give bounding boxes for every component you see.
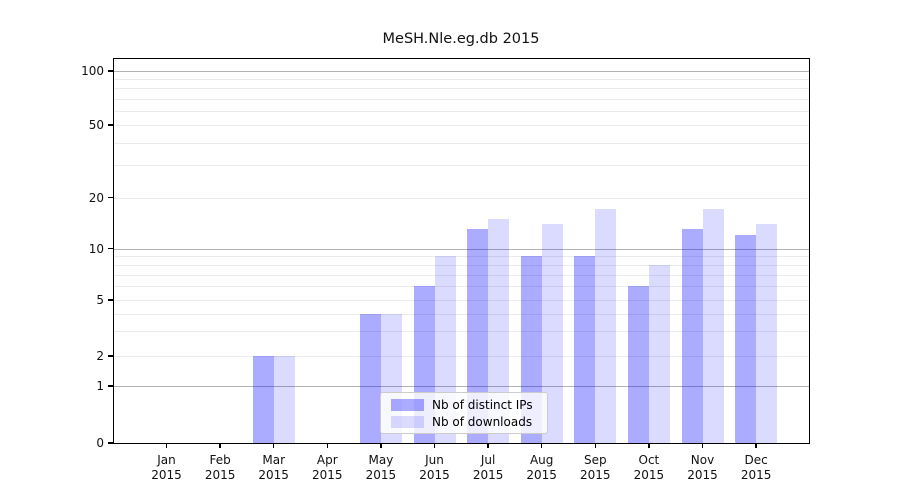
minor-gridline-70	[113, 98, 809, 100]
y-tick-100	[107, 70, 113, 72]
minor-gridline-40	[113, 142, 809, 144]
legend-swatch-distinct-ips	[391, 398, 424, 411]
bar-distinct-ips-may	[359, 313, 381, 443]
legend-label-downloads: Nb of downloads	[432, 414, 533, 429]
minor-gridline-7	[113, 275, 809, 276]
minor-gridline-4	[113, 313, 809, 315]
x-tick-label-jun: Jun 2015	[419, 453, 450, 482]
minor-gridline-5	[113, 300, 809, 301]
y-tick-1	[107, 385, 113, 387]
y-tick-label-5: 5	[96, 293, 104, 307]
x-tick-jan	[165, 443, 168, 448]
x-tick-label-sep: Sep 2015	[580, 453, 611, 482]
x-tick-apr	[326, 443, 328, 448]
legend-entry-distinct-ips: Nb of distinct IPs	[381, 398, 547, 412]
x-tick-may	[380, 443, 382, 448]
major-gridline-100	[113, 71, 809, 72]
major-gridline-1	[113, 386, 809, 387]
x-tick-nov	[701, 443, 704, 448]
x-tick-label-dec: Dec 2015	[740, 453, 772, 482]
minor-gridline-60	[113, 110, 809, 112]
x-tick-label-nov: Nov 2015	[687, 453, 718, 482]
y-tick-50	[107, 124, 113, 126]
minor-gridline-6	[113, 286, 809, 288]
bar-distinct-ips-oct	[627, 286, 649, 443]
y-tick-2	[107, 355, 113, 357]
bar-downloads-dec	[756, 223, 778, 443]
y-tick-0	[107, 442, 113, 444]
y-tick-10	[107, 247, 113, 250]
x-tick-jun	[433, 443, 436, 448]
x-tick-label-mar: Mar 2015	[258, 453, 289, 482]
x-tick-label-feb: Feb 2015	[204, 453, 236, 482]
y-tick-label-100: 100	[81, 64, 104, 78]
y-tick-label-1: 1	[96, 379, 104, 393]
bar-distinct-ips-mar	[252, 356, 274, 443]
minor-gridline-2	[113, 356, 809, 357]
x-tick-feb	[219, 443, 221, 448]
bar-distinct-ips-sep	[574, 256, 596, 443]
y-tick-label-0: 0	[96, 436, 104, 450]
y-tick-label-50: 50	[88, 118, 104, 132]
bar-distinct-ips-dec	[735, 235, 757, 443]
legend: Nb of distinct IPs Nb of downloads	[380, 392, 548, 434]
bar-distinct-ips-nov	[681, 229, 703, 443]
bar-downloads-oct	[648, 265, 670, 443]
minor-gridline-90	[113, 79, 809, 81]
bar-downloads-nov	[702, 209, 724, 443]
legend-swatch-downloads	[391, 415, 424, 428]
x-tick-aug	[541, 443, 543, 448]
minor-gridline-9	[113, 256, 809, 258]
legend-entry-downloads: Nb of downloads	[381, 415, 547, 429]
x-tick-mar	[273, 443, 275, 448]
x-tick-label-apr: Apr 2015	[312, 453, 343, 482]
y-tick-label-2: 2	[96, 349, 104, 363]
x-tick-label-aug: Aug 2015	[526, 453, 557, 482]
minor-gridline-20	[113, 197, 809, 199]
legend-label-distinct-ips: Nb of distinct IPs	[432, 397, 533, 412]
y-tick-5	[107, 299, 113, 301]
y-tick-label-20: 20	[88, 190, 104, 205]
bar-distinct-ips-jul	[467, 229, 489, 443]
x-tick-label-oct: Oct 2015	[633, 453, 665, 482]
y-tick-20	[107, 196, 113, 199]
bar-downloads-sep	[595, 209, 617, 443]
x-tick-label-jul: Jul 2015	[472, 453, 504, 482]
bar-downloads-mar	[273, 356, 295, 443]
major-gridline-10	[113, 248, 809, 250]
minor-gridline-80	[113, 88, 809, 90]
x-tick-label-may: May 2015	[365, 453, 397, 482]
minor-gridline-30	[113, 165, 809, 167]
x-tick-label-jan: Jan 2015	[151, 453, 182, 482]
x-tick-sep	[594, 443, 596, 448]
x-tick-dec	[755, 443, 757, 448]
minor-gridline-50	[113, 125, 809, 126]
y-tick-label-10: 10	[88, 241, 104, 256]
x-tick-jul	[487, 443, 489, 448]
x-tick-oct	[648, 443, 650, 448]
bar-downloads-aug	[541, 223, 563, 443]
minor-gridline-8	[113, 265, 809, 267]
chart-title: MeSH.Nle.eg.db 2015	[382, 31, 540, 47]
minor-gridline-3	[113, 331, 809, 333]
bar-downloads-jul	[488, 218, 510, 443]
